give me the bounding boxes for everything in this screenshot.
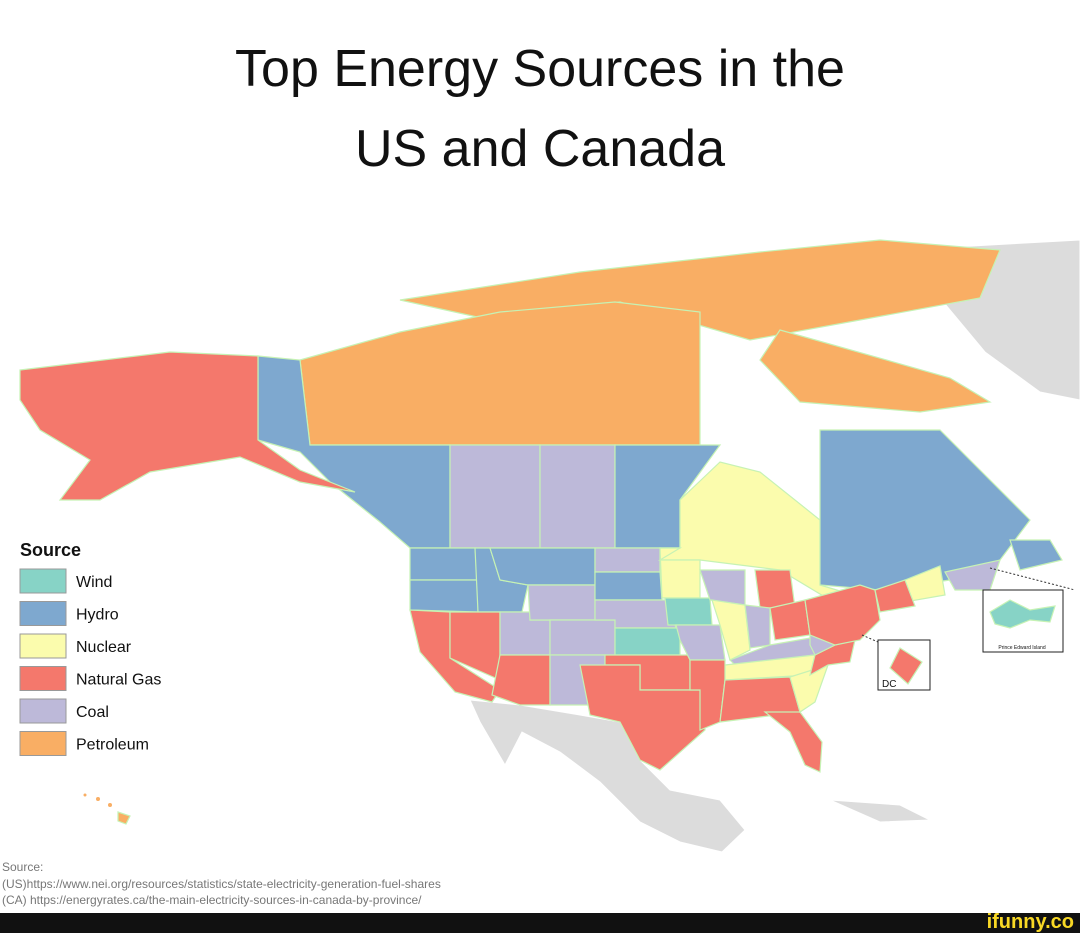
legend-label: Natural Gas xyxy=(76,672,161,689)
minnesota xyxy=(657,547,701,599)
title-line: Top Energy Sources in the xyxy=(235,40,845,98)
oregon xyxy=(409,579,479,613)
legend-swatch xyxy=(19,568,67,594)
source-line: (US)https://www.nei.org/resources/statis… xyxy=(2,877,441,891)
legend-swatch xyxy=(19,698,67,724)
arkansas-louisiana xyxy=(689,659,726,731)
pei-shape xyxy=(989,599,1056,629)
kansas xyxy=(614,627,681,656)
pei-inset: Prince Edward Island xyxy=(982,567,1076,653)
michigan xyxy=(754,569,796,609)
legend-label: Wind xyxy=(76,574,112,591)
iowa xyxy=(664,597,713,626)
new-england xyxy=(874,579,916,613)
arizona xyxy=(491,654,551,706)
newfoundland xyxy=(1009,539,1063,571)
source-heading: Source: xyxy=(2,860,43,874)
texas xyxy=(579,664,706,771)
montana xyxy=(489,547,596,586)
legend: Source Wind Hydro Nuclear Natural Gas Coal Pe… xyxy=(19,540,161,756)
mexico xyxy=(469,699,746,853)
inset-leader xyxy=(989,567,1076,591)
wyoming xyxy=(527,584,596,621)
hawaii-island xyxy=(108,803,112,807)
legend-title: Source xyxy=(20,540,81,560)
north-dakota xyxy=(594,547,661,573)
saskatchewan xyxy=(539,444,616,549)
hawaii xyxy=(117,811,131,825)
mid-atlantic xyxy=(804,584,881,646)
caribbean xyxy=(829,799,931,823)
dc-inset: DC xyxy=(861,634,931,691)
legend-label: Petroleum xyxy=(76,737,149,754)
watermark-bar xyxy=(0,913,1080,933)
south-dakota xyxy=(594,571,663,601)
dc-shape xyxy=(889,647,923,685)
baffin xyxy=(759,329,992,413)
legend-swatch xyxy=(19,633,67,659)
map xyxy=(19,239,1080,853)
inset-label: Prince Edward Island xyxy=(998,645,1045,651)
alberta xyxy=(449,444,541,549)
watermark: ifunny.co xyxy=(987,911,1074,933)
legend-swatch xyxy=(19,666,67,691)
illinois xyxy=(711,599,751,661)
inset-leader xyxy=(861,634,879,643)
legend-label: Nuclear xyxy=(76,639,132,656)
legend-swatch xyxy=(19,601,67,626)
florida xyxy=(763,711,823,773)
title-line: US and Canada xyxy=(355,120,725,178)
hawaii-island xyxy=(83,793,87,797)
legend-swatch xyxy=(19,731,67,756)
territories xyxy=(299,301,701,446)
legend-label: Coal xyxy=(76,704,109,721)
washington xyxy=(409,547,479,581)
inset-label: DC xyxy=(882,679,896,690)
hawaii-island xyxy=(96,797,100,801)
legend-label: Hydro xyxy=(76,607,119,624)
indiana xyxy=(744,604,771,649)
colorado xyxy=(549,619,616,656)
alaska xyxy=(19,351,356,501)
inset-frame xyxy=(877,639,931,691)
source-line: (CA) https://energyrates.ca/the-main-ele… xyxy=(2,893,422,907)
